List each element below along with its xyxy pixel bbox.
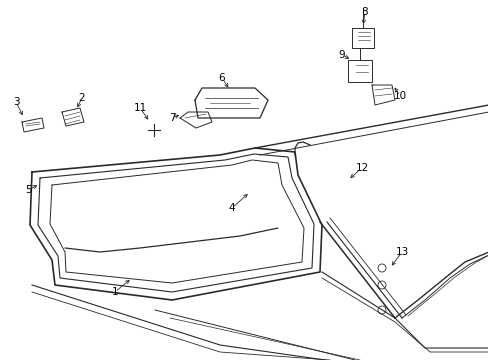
Text: 11: 11	[133, 103, 146, 113]
Text: 3: 3	[13, 97, 19, 107]
Text: 10: 10	[393, 91, 406, 101]
Bar	[347, 60, 371, 82]
Bar	[351, 28, 373, 48]
Text: 13: 13	[395, 247, 408, 257]
Text: 9: 9	[338, 50, 345, 60]
Text: 5: 5	[24, 185, 31, 195]
Text: 1: 1	[111, 287, 118, 297]
Text: 7: 7	[168, 113, 175, 123]
Text: 8: 8	[361, 7, 367, 17]
Text: 12: 12	[355, 163, 368, 173]
Text: 6: 6	[218, 73, 225, 83]
Text: 4: 4	[228, 203, 235, 213]
Text: 2: 2	[79, 93, 85, 103]
